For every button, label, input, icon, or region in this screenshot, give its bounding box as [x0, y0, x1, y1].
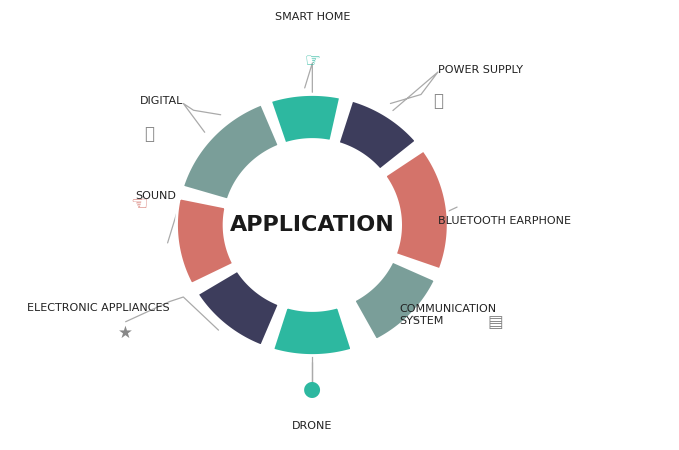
Text: ☜: ☜ [130, 195, 147, 214]
PathPatch shape [177, 198, 234, 284]
PathPatch shape [273, 307, 352, 356]
Text: DRONE: DRONE [292, 421, 333, 431]
Text: ★: ★ [118, 324, 133, 342]
Text: DIGITAL: DIGITAL [140, 96, 183, 106]
Text: ☞: ☞ [304, 52, 320, 70]
PathPatch shape [183, 104, 279, 200]
Text: SOUND: SOUND [136, 191, 177, 201]
Text: Ⓢ: Ⓢ [145, 125, 154, 143]
PathPatch shape [384, 150, 448, 270]
Text: BLUETOOTH EARPHONE: BLUETOOTH EARPHONE [438, 216, 571, 226]
PathPatch shape [197, 270, 279, 346]
Text: ELECTRONIC APPLIANCES: ELECTRONIC APPLIANCES [27, 303, 170, 313]
PathPatch shape [270, 94, 341, 144]
Text: COMMUNICATION
SYSTEM: COMMUNICATION SYSTEM [399, 304, 496, 326]
Text: ⎓: ⎓ [433, 92, 443, 110]
Text: ●: ● [420, 212, 438, 231]
Text: ●: ● [304, 379, 321, 399]
Text: ▤: ▤ [488, 313, 504, 331]
Text: POWER SUPPLY: POWER SUPPLY [438, 65, 523, 75]
PathPatch shape [338, 100, 416, 170]
PathPatch shape [354, 261, 435, 340]
Text: APPLICATION: APPLICATION [230, 215, 394, 235]
Text: SMART HOME: SMART HOME [274, 13, 350, 22]
